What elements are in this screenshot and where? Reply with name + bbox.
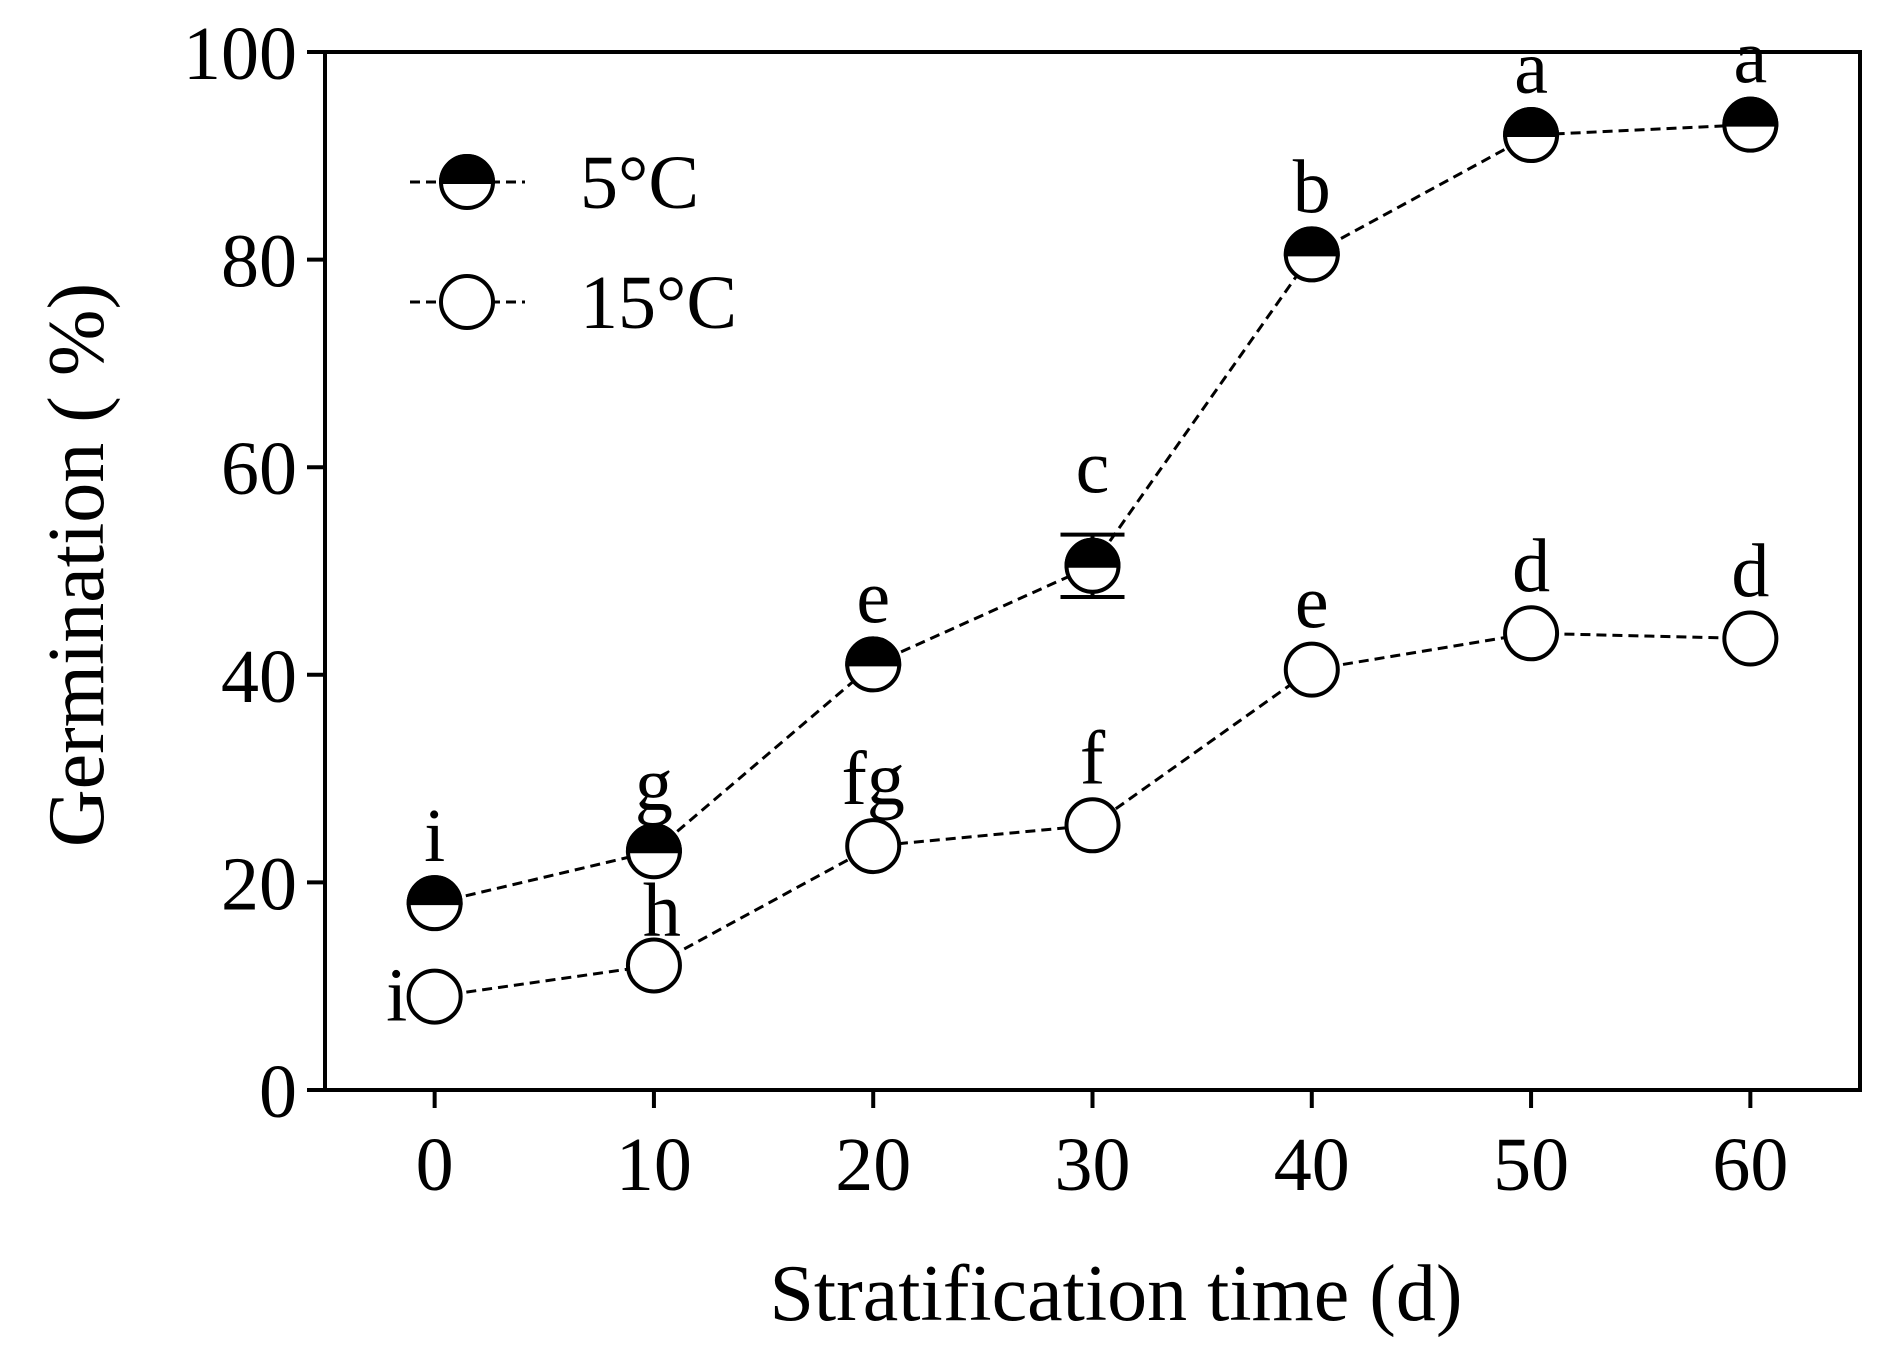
x-tick-label-20: 20 (835, 1123, 911, 1207)
y-tick-label-20: 20 (221, 842, 297, 926)
x-tick-label-0: 0 (416, 1123, 454, 1207)
point-s15-5-outline (1503, 605, 1560, 662)
label-s5-0: i (424, 794, 445, 878)
point-s5-2-fill (845, 636, 902, 667)
point-s15-1-outline (625, 937, 682, 994)
ticks: 0 20 40 60 80 100 0 10 20 30 40 50 60 (183, 12, 1788, 1207)
point-s15-6-outline (1722, 610, 1779, 667)
legend: 5°C 15°C (410, 141, 737, 345)
point-s5-6-fill (1722, 96, 1779, 127)
label-s15-2: fg (842, 737, 905, 821)
point-s5-5 (1503, 107, 1560, 164)
label-s5-6: a (1733, 16, 1767, 100)
point-s5-3-fill (1064, 537, 1121, 568)
label-s5-1: g (635, 742, 673, 826)
point-s5-4-fill (1283, 226, 1340, 257)
point-s5-1-fill (625, 823, 682, 854)
point-s15-1 (625, 937, 682, 994)
point-s5-6 (1722, 96, 1779, 153)
label-s5-3: c (1076, 426, 1110, 510)
point-s15-0 (406, 968, 463, 1025)
label-s15-3: f (1080, 716, 1106, 800)
significance-labels: i g e c b a a i h fg f e d d (386, 16, 1769, 1038)
y-tick-label-0: 0 (259, 1050, 297, 1134)
legend-label-s5: 5°C (580, 141, 699, 225)
point-s5-3 (1064, 537, 1121, 594)
y-tick-label-60: 60 (221, 427, 297, 511)
label-s15-5: d (1512, 524, 1550, 608)
legend-marker-s5 (438, 154, 496, 210)
point-s15-3-outline (1064, 797, 1121, 854)
point-s15-2 (845, 818, 902, 875)
point-s15-4 (1283, 641, 1340, 698)
legend-marker-s5-fill (438, 154, 496, 184)
point-s15-0-outline (406, 968, 463, 1025)
point-s15-3 (1064, 797, 1121, 854)
x-axis-label: Stratification time (d) (769, 1250, 1462, 1338)
legend-label-s15: 15°C (580, 261, 737, 345)
x-tick-label-60: 60 (1712, 1123, 1788, 1207)
point-s5-2 (845, 636, 902, 693)
point-s5-0-fill (406, 875, 463, 906)
x-tick-label-40: 40 (1274, 1123, 1350, 1207)
point-s15-2-outline (845, 818, 902, 875)
label-s15-0: i (386, 954, 407, 1038)
point-s5-1 (625, 823, 682, 880)
x-tick-label-50: 50 (1493, 1123, 1569, 1207)
label-s15-1: h (643, 868, 681, 952)
series-layer (406, 96, 1779, 1025)
legend-marker-s15 (439, 274, 495, 330)
label-s5-4: b (1293, 145, 1331, 229)
y-axis-label: Germination ( %) (33, 283, 121, 847)
point-s15-6 (1722, 610, 1779, 667)
legend-marker-s15-outline (439, 274, 495, 330)
point-s15-5 (1503, 605, 1560, 662)
y-tick-label-100: 100 (183, 12, 297, 96)
point-s5-4 (1283, 226, 1340, 283)
label-s5-2: e (856, 555, 890, 639)
y-tick-label-80: 80 (221, 220, 297, 304)
y-tick-label-40: 40 (221, 635, 297, 719)
label-s15-4: e (1295, 561, 1329, 645)
point-s15-4-outline (1283, 641, 1340, 698)
label-s5-5: a (1514, 26, 1548, 110)
point-s5-5-fill (1503, 107, 1560, 138)
label-s15-6: d (1731, 529, 1769, 613)
x-tick-label-10: 10 (616, 1123, 692, 1207)
x-tick-label-30: 30 (1055, 1123, 1131, 1207)
point-s5-0 (406, 875, 463, 932)
